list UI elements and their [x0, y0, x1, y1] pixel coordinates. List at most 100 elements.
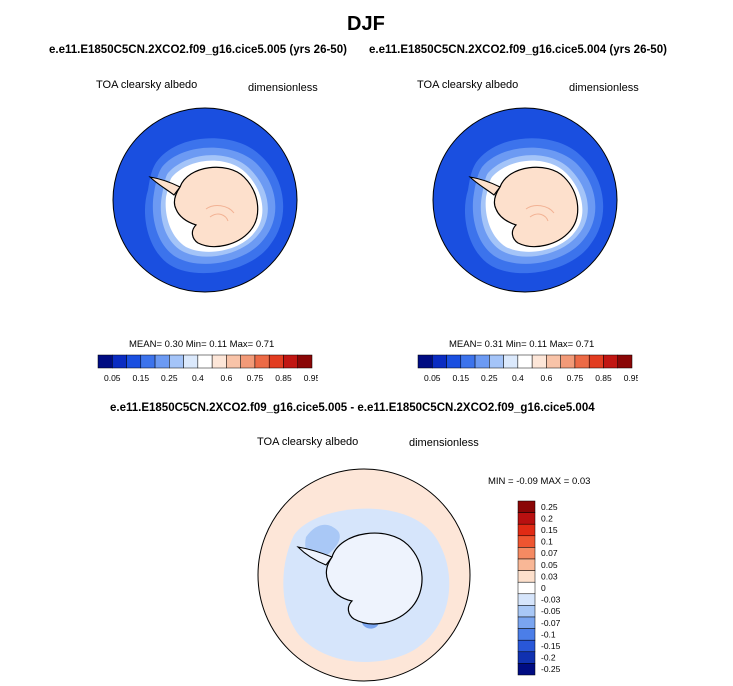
panel-left-colorbar-swatch: [297, 354, 313, 369]
panel-left-colorbar-swatch: [268, 354, 284, 369]
diff-colorbar-tick-label: -0.03: [541, 595, 561, 605]
panel-left-colorbar-swatch: [154, 354, 170, 369]
panel-left-colorbar-swatch: [226, 354, 241, 369]
diff-colorbar-tick-label: -0.15: [541, 641, 561, 651]
panel-right-colorbar-swatch: [489, 354, 504, 369]
panel-right-colorbar-swatch: [603, 354, 618, 369]
panel-left-colorbar-swatch: [140, 354, 156, 369]
antarctic-peninsula: [296, 546, 333, 566]
diff-polar-map: [257, 468, 471, 682]
panel-left-colorbar-swatch: [197, 354, 213, 369]
diff-variable-label: TOA clearsky albedo: [257, 436, 359, 448]
panel-left-colorbar-tick-label: 0.85: [275, 373, 292, 383]
diff-colorbar-tick-label: 0.05: [541, 560, 558, 570]
panel-left-colorbar-swatch: [254, 354, 270, 369]
diff-colorbar-tick-label: 0.07: [541, 548, 558, 558]
panel-left-colorbar-tick-label: 0.05: [104, 373, 121, 383]
panel-right-colorbar-swatch: [617, 354, 633, 369]
antarctica-land: [325, 532, 423, 625]
panel-right-colorbar-tick-label: 0.15: [453, 373, 470, 383]
panel-right-colorbar-swatch: [574, 354, 590, 369]
panel-left-colorbar-swatch: [183, 354, 199, 369]
panel-left-variable-label: TOA clearsky albedo: [96, 79, 198, 91]
diff-colorbar-tick-label: -0.05: [541, 606, 561, 616]
panel-left-colorbar-tick-label: 0.4: [192, 373, 204, 383]
panel-right-colorbar-tick-label: 0.6: [540, 373, 552, 383]
panel-left-units-label: dimensionless: [248, 82, 318, 94]
diff-title: e.e11.E1850C5CN.2XCO2.f09_g16.cice5.005 …: [110, 402, 595, 414]
diff-colorbar-swatch: [517, 628, 536, 641]
diff-colorbar-tick-label: -0.2: [541, 653, 556, 663]
interior-plateau-contours: [525, 205, 555, 222]
panel-left-colorbar-tick-label: 0.75: [247, 373, 264, 383]
panel-left-colorbar-tick-label: 0.95: [304, 373, 318, 383]
diff-colorbar-swatch: [517, 570, 536, 583]
panel-right-polar-map: [432, 107, 618, 293]
panel-left-colorbar-swatch: [211, 354, 227, 369]
panel-left-colorbar-swatch: [126, 354, 142, 369]
figure-title: DJF: [347, 13, 385, 35]
antarctica-land: [493, 166, 579, 248]
panel-right-colorbar-swatch: [546, 354, 561, 369]
panel-right-colorbar-tick-label: 0.95: [624, 373, 638, 383]
panel-left-colorbar-swatch: [112, 354, 127, 369]
diff-colorbar-swatch: [517, 558, 536, 571]
panel-right-colorbar-swatch: [531, 354, 547, 369]
diff-colorbar: 0.250.2 0.15 0.10.07 0.050.03 0 -0.03-0.05 -0.…: [517, 500, 561, 676]
diff-colorbar-tick-label: 0.03: [541, 571, 558, 581]
panel-left-colorbar-tick-label: 0.15: [133, 373, 150, 383]
antarctic-peninsula: [468, 176, 501, 196]
diff-colorbar-swatch: [517, 663, 536, 676]
panel-right-colorbar-swatch: [560, 354, 576, 369]
panel-right-colorbar-swatch: [460, 354, 476, 369]
panel-right-colorbar-tick-label: 0.75: [567, 373, 584, 383]
panel-right-colorbar-swatch: [517, 354, 533, 369]
panel-right-colorbar: 0.05 0.15 0.25 0.4 0.6 0.75 0.85 0.95: [417, 354, 638, 383]
diff-colorbar-swatch: [517, 547, 536, 560]
diff-colorbar-swatch: [517, 651, 536, 664]
diff-colorbar-tick-label: -0.25: [541, 664, 561, 674]
panel-right-colorbar-tick-label: 0.05: [424, 373, 441, 383]
panel-left-colorbar: 0.05 0.15 0.25 0.4 0.6 0.75 0.85 0.95: [97, 354, 318, 383]
panel-left-case-title: e.e11.E1850C5CN.2XCO2.f09_g16.cice5.005 …: [49, 44, 347, 56]
panel-right-colorbar-swatch: [446, 354, 462, 369]
diff-colorbar-tick-label: -0.07: [541, 618, 561, 628]
panel-right-colorbar-swatch: [474, 354, 490, 369]
panel-left-colorbar-swatch: [240, 354, 256, 369]
panel-right-variable-label: TOA clearsky albedo: [417, 79, 519, 91]
panel-right-stats: MEAN= 0.31 Min= 0.11 Max= 0.71: [449, 339, 595, 350]
diff-colorbar-tick-label: 0.1: [541, 537, 553, 547]
panel-right-units-label: dimensionless: [569, 82, 639, 94]
diff-colorbar-tick-label: 0.15: [541, 525, 558, 535]
panel-right-colorbar-swatch: [417, 354, 433, 369]
panel-left-colorbar-swatch: [97, 354, 113, 369]
diff-colorbar-swatch: [517, 605, 536, 618]
interior-plateau-contours: [205, 205, 235, 222]
diff-stats: MIN = -0.09 MAX = 0.03: [488, 476, 591, 487]
diff-colorbar-swatch: [517, 581, 536, 595]
panel-right-colorbar-tick-label: 0.25: [481, 373, 498, 383]
diff-units-label: dimensionless: [409, 437, 479, 449]
panel-left-colorbar-tick-label: 0.6: [220, 373, 232, 383]
panel-right-colorbar-swatch: [503, 354, 519, 369]
diff-colorbar-swatch: [517, 500, 536, 513]
diff-colorbar-swatch: [517, 512, 536, 525]
diff-colorbar-swatch: [517, 593, 536, 606]
panel-right-colorbar-swatch: [588, 354, 604, 369]
diff-colorbar-tick-label: 0.25: [541, 502, 558, 512]
antarctica-land: [173, 166, 259, 248]
panel-right-colorbar-tick-label: 0.85: [595, 373, 612, 383]
diff-colorbar-tick-label: 0: [541, 583, 546, 593]
diff-colorbar-swatch: [517, 639, 536, 653]
panel-right-colorbar-tick-label: 0.4: [512, 373, 524, 383]
diff-colorbar-swatch: [517, 535, 536, 548]
diff-colorbar-tick-label: -0.1: [541, 629, 556, 639]
diff-colorbar-tick-label: 0.2: [541, 513, 553, 523]
panel-left-colorbar-tick-label: 0.25: [161, 373, 178, 383]
panel-right-colorbar-swatch: [432, 354, 447, 369]
panel-left-colorbar-swatch: [283, 354, 298, 369]
panel-right-case-title: e.e11.E1850C5CN.2XCO2.f09_g16.cice5.004 …: [369, 44, 667, 56]
panel-left-polar-map: [112, 107, 298, 293]
panel-left-colorbar-swatch: [169, 354, 184, 369]
diff-colorbar-swatch: [517, 523, 536, 537]
